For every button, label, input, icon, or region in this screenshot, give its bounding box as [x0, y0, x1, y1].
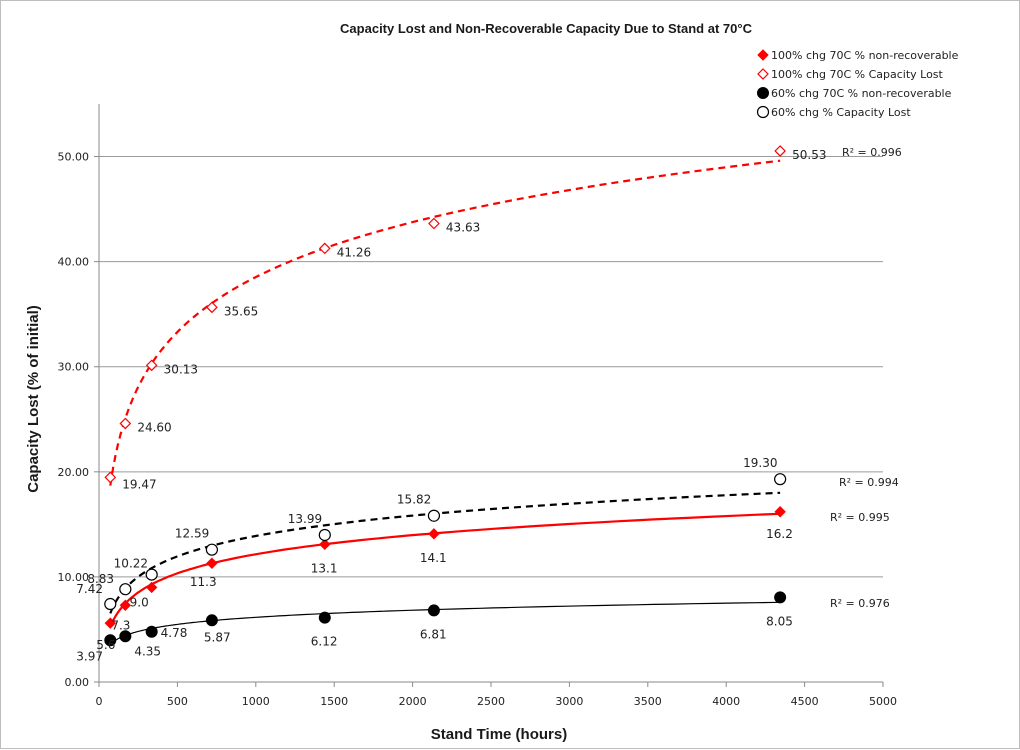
- point-series-4: [318, 528, 331, 542]
- x-tick-label: 2500: [477, 695, 505, 708]
- gridlines: [99, 156, 883, 578]
- y-tick-label: 20.00: [58, 466, 90, 479]
- data-label-series-4: 7.42: [76, 582, 103, 596]
- x-tick-label: 1500: [320, 695, 348, 708]
- point-series-1: [774, 506, 786, 518]
- data-label-series-3: 8.05: [766, 614, 793, 628]
- data-label-series-1: 9.0: [130, 595, 149, 609]
- point-series-2: [774, 145, 786, 157]
- legend-label-2: 100% chg 70C % Capacity Lost: [771, 68, 944, 81]
- y-tick-label: 30.00: [58, 361, 90, 374]
- point-series-4: [427, 509, 441, 522]
- point-series-4: [205, 543, 218, 556]
- legend: 100% chg 70C % non-recoverable 100% chg 7…: [756, 49, 959, 119]
- r-squared-label-2: R² = 0.996: [842, 146, 902, 159]
- y-tick-label: 10.00: [58, 571, 90, 584]
- x-tick-label: 4000: [712, 695, 740, 708]
- legend-marker-1: [757, 49, 769, 61]
- point-series-4: [104, 597, 117, 611]
- axes: 0.00 10.00 20.00 30.00 40.00 50.00 0 500 1000 150…: [58, 104, 897, 708]
- x-tick-label: 3000: [555, 695, 583, 708]
- point-series-2: [206, 301, 218, 314]
- data-label-series-4: 15.82: [397, 493, 431, 507]
- data-label-series-1: 16.2: [766, 527, 793, 541]
- r-squared-label-1: R² = 0.995: [830, 511, 890, 524]
- trendline-series-1: [109, 512, 781, 628]
- data-label-series-1: 11.3: [190, 575, 217, 589]
- data-label-series-2: 50.53: [792, 148, 826, 162]
- data-labels: 5.6 7.39.0 11.3 13.1 14.1 16.2 19.47 24.60 30.13…: [76, 146, 901, 663]
- y-tick-label: 50.00: [58, 151, 90, 164]
- point-series-3: [119, 630, 132, 643]
- point-series-2: [145, 359, 158, 372]
- trendline-series-4: [109, 491, 781, 614]
- legend-label-4: 60% chg % Capacity Lost: [771, 106, 911, 119]
- point-series-1: [119, 599, 132, 611]
- data-label-series-3: 6.12: [311, 635, 338, 649]
- data-label-series-4: 12.59: [175, 527, 209, 541]
- data-label-series-1: 7.3: [111, 618, 130, 632]
- legend-marker-3: [757, 87, 769, 99]
- y-tick-label: 0.00: [65, 676, 90, 689]
- trendline-series-2: [109, 159, 781, 486]
- point-series-3: [104, 634, 117, 647]
- point-series-2: [428, 217, 440, 230]
- r-squared-label-3: R² = 0.976: [830, 597, 890, 610]
- point-series-3: [318, 611, 331, 624]
- x-tick-label: 4500: [791, 695, 819, 708]
- data-label-series-3: 4.35: [134, 644, 161, 658]
- data-label-series-2: 30.13: [164, 362, 198, 376]
- x-axis-title: Stand Time (hours): [431, 726, 567, 743]
- point-series-2: [318, 242, 331, 255]
- point-series-2: [119, 417, 132, 430]
- chart-title: Capacity Lost and Non-Recoverable Capaci…: [340, 21, 753, 36]
- point-series-1: [319, 538, 331, 551]
- legend-label-1: 100% chg 70C % non-recoverable: [771, 49, 959, 62]
- data-label-series-2: 43.63: [446, 220, 480, 234]
- data-label-series-4: 19.30: [743, 456, 777, 470]
- y-tick-label: 40.00: [58, 256, 90, 269]
- data-label-series-4: 13.99: [288, 512, 322, 526]
- point-series-1: [206, 557, 218, 569]
- x-tick-label: 0: [96, 695, 103, 708]
- data-label-series-2: 19.47: [122, 477, 156, 491]
- point-series-4: [145, 568, 158, 581]
- data-label-series-3: 3.97: [76, 649, 103, 663]
- data-label-series-2: 35.65: [224, 304, 258, 318]
- data-points: [104, 145, 787, 647]
- data-label-series-1: 14.1: [420, 551, 447, 565]
- point-series-1: [428, 528, 440, 540]
- data-label-series-2: 41.26: [337, 245, 371, 259]
- data-label-series-3: 5.87: [204, 630, 231, 644]
- point-series-3: [145, 625, 158, 638]
- legend-label-3: 60% chg 70C % non-recoverable: [771, 87, 952, 100]
- data-label-series-2: 24.60: [137, 420, 171, 434]
- data-label-series-4: 10.22: [114, 557, 148, 571]
- point-series-1: [145, 581, 158, 594]
- data-label-series-3: 6.81: [420, 627, 447, 641]
- x-tick-label: 1000: [242, 695, 270, 708]
- data-label-series-1: 13.1: [311, 561, 338, 575]
- point-series-3: [205, 614, 218, 627]
- x-tick-label: 2000: [399, 695, 427, 708]
- point-series-3: [774, 591, 787, 604]
- data-label-series-3: 4.78: [161, 626, 188, 640]
- x-tick-label: 3500: [634, 695, 662, 708]
- x-tick-label: 500: [167, 695, 188, 708]
- point-series-1: [104, 617, 116, 629]
- point-series-4: [119, 583, 132, 596]
- r-squared-label-4: R² = 0.994: [839, 476, 899, 489]
- legend-marker-4: [756, 105, 770, 119]
- point-series-4: [774, 473, 787, 486]
- point-series-2: [104, 471, 117, 484]
- y-axis-title: Capacity Lost (% of initial): [25, 305, 42, 493]
- x-tick-label: 5000: [869, 695, 897, 708]
- data-label-series-4: 8.83: [87, 572, 114, 586]
- data-label-series-1: 5.6: [96, 638, 115, 652]
- legend-marker-2: [757, 68, 769, 80]
- point-series-3: [427, 604, 440, 617]
